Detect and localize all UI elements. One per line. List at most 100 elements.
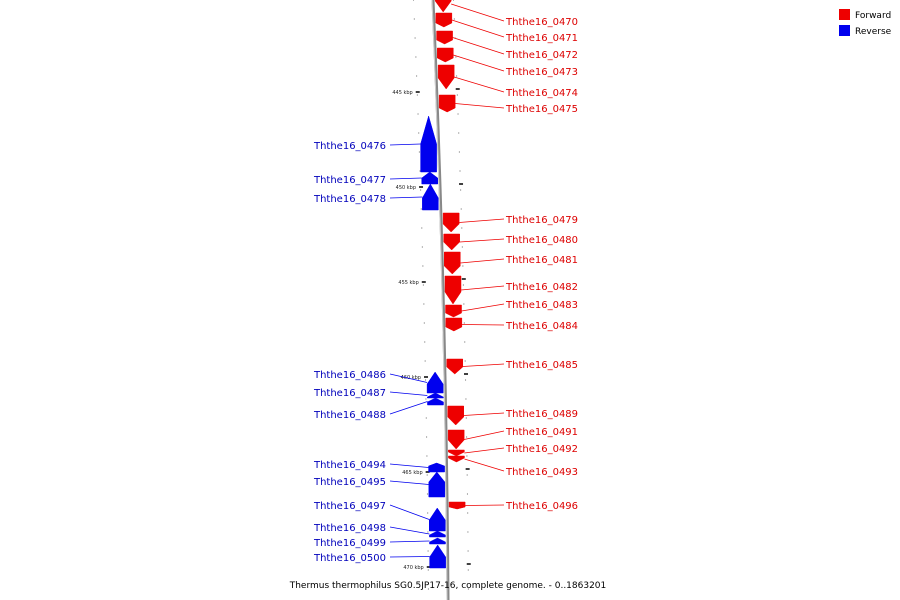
gene-label-ththe16-0488[interactable]: Ththe16_0488: [313, 410, 386, 421]
leader-ththe16-0470: [451, 3, 505, 22]
leader-ththe16-0489: [463, 412, 505, 416]
gene-label-ththe16-0479[interactable]: Ththe16_0479: [505, 215, 578, 226]
gene-ththe16-0477[interactable]: [421, 171, 438, 185]
gene-ththe16-0500[interactable]: [429, 544, 446, 569]
gene-label-ththe16-0496[interactable]: Ththe16_0496: [505, 501, 578, 512]
leader-ththe16-0474: [454, 76, 505, 93]
leader-ththe16-0494: [389, 463, 429, 468]
gene-ththe16-0487[interactable]: [427, 392, 444, 399]
gene-ththe16-0478[interactable]: [422, 183, 439, 211]
gene-label-ththe16-0470[interactable]: Ththe16_0470: [505, 17, 578, 28]
leader-ththe16-0498: [389, 526, 430, 535]
gene-label-ththe16-0499[interactable]: Ththe16_0499: [313, 538, 386, 549]
gene-label-ththe16-0475[interactable]: Ththe16_0475: [505, 104, 578, 115]
gene-ththe16-0497[interactable]: [429, 507, 446, 532]
legend: Forward Reverse: [839, 9, 892, 37]
leader-ththe16-0481: [460, 258, 505, 264]
scale-label-460-kbp: 460 kbp: [401, 375, 421, 381]
gene-ththe16-0498[interactable]: [429, 530, 446, 538]
gene-label-ththe16-0498[interactable]: Ththe16_0498: [313, 523, 386, 534]
leader-ththe16-0485: [462, 363, 505, 367]
gene-label-ththe16-0494[interactable]: Ththe16_0494: [313, 460, 386, 471]
gene-label-ththe16-0486[interactable]: Ththe16_0486: [313, 370, 386, 381]
scale-label-450-kbp: 450 kbp: [396, 185, 416, 191]
leader-ththe16-0493: [464, 458, 505, 472]
gene-label-ththe16-0478[interactable]: Ththe16_0478: [313, 194, 386, 205]
gene-label-ththe16-0491[interactable]: Ththe16_0491: [505, 427, 578, 438]
gene-ththe16-0474[interactable]: [437, 64, 455, 90]
gene-features: [420, 0, 466, 569]
gene-ththe16-0484[interactable]: [445, 317, 463, 332]
gene-label-ththe16-0471[interactable]: Ththe16_0471: [505, 33, 578, 44]
gene-label-ththe16-0476[interactable]: Ththe16_0476: [313, 141, 386, 152]
legend-item-forward: Forward: [839, 9, 891, 21]
scale-label-470-kbp: 470 kbp: [403, 565, 423, 571]
scale-label-445-kbp: 445 kbp: [392, 90, 412, 96]
gene-label-ththe16-0493[interactable]: Ththe16_0493: [505, 467, 578, 478]
leader-ththe16-0475: [455, 103, 505, 109]
gene-ththe16-0470[interactable]: [434, 0, 452, 13]
gene-label-ththe16-0484[interactable]: Ththe16_0484: [505, 321, 578, 332]
genome-backbone: [431, 0, 450, 600]
legend-label-reverse: Reverse: [855, 27, 892, 37]
gene-ththe16-0483[interactable]: [445, 304, 462, 318]
gene-label-ththe16-0497[interactable]: Ththe16_0497: [313, 501, 386, 512]
gene-label-ththe16-0495[interactable]: Ththe16_0495: [313, 477, 386, 488]
gene-ththe16-0491[interactable]: [447, 429, 465, 450]
gene-ththe16-0473[interactable]: [437, 47, 454, 63]
leader-ththe16-0473: [453, 54, 505, 72]
legend-item-reverse: Reverse: [839, 25, 892, 37]
leader-ththe16-0480: [459, 238, 505, 243]
leader-ththe16-0488: [389, 401, 428, 415]
leader-ththe16-0499: [389, 540, 430, 543]
gene-label-ththe16-0472[interactable]: Ththe16_0472: [505, 50, 578, 61]
gene-ththe16-0496[interactable]: [448, 501, 466, 510]
gene-ththe16-0492[interactable]: [448, 449, 465, 457]
gene-label-ththe16-0487[interactable]: Ththe16_0487: [313, 388, 386, 399]
gene-label-ththe16-0477[interactable]: Ththe16_0477: [313, 175, 386, 186]
gene-ththe16-0486[interactable]: [426, 371, 444, 394]
gene-ththe16-0482[interactable]: [444, 275, 462, 305]
gene-ththe16-0480[interactable]: [443, 233, 460, 251]
gene-ththe16-0471[interactable]: [435, 12, 453, 28]
gene-ththe16-0479[interactable]: [442, 212, 460, 233]
gene-ththe16-0475[interactable]: [438, 94, 456, 113]
leader-ththe16-0497: [389, 504, 430, 520]
gene-label-ththe16-0482[interactable]: Ththe16_0482: [505, 282, 578, 293]
gene-label-ththe16-0500[interactable]: Ththe16_0500: [313, 553, 386, 564]
gene-ththe16-0488[interactable]: [427, 397, 444, 406]
gene-ththe16-0493[interactable]: [448, 455, 465, 463]
gene-ththe16-0489[interactable]: [447, 405, 464, 426]
scale-label-465-kbp: 465 kbp: [402, 470, 422, 476]
gene-label-ththe16-0480[interactable]: Ththe16_0480: [505, 235, 578, 246]
gene-labels: Ththe16_0470 Ththe16_0471 Ththe16_0472 Thth…: [313, 17, 578, 564]
leader-ththe16-0471: [451, 19, 505, 38]
legend-label-forward: Forward: [855, 11, 891, 21]
gene-label-ththe16-0492[interactable]: Ththe16_0492: [505, 444, 578, 455]
gene-label-ththe16-0483[interactable]: Ththe16_0483: [505, 300, 578, 311]
gene-ththe16-0476[interactable]: [420, 115, 437, 173]
leader-ththe16-0491: [464, 430, 505, 440]
gene-label-ththe16-0481[interactable]: Ththe16_0481: [505, 255, 578, 266]
reverse-swatch: [839, 25, 850, 36]
leader-ththe16-0479: [459, 218, 505, 223]
leader-ththe16-0478: [389, 196, 423, 199]
gene-ththe16-0481[interactable]: [444, 251, 461, 275]
leader-ththe16-0472: [452, 37, 505, 55]
gene-ththe16-0495[interactable]: [428, 471, 446, 498]
leader-ththe16-0487: [389, 391, 428, 396]
gene-ththe16-0494[interactable]: [428, 462, 445, 473]
leader-ththe16-0492: [464, 447, 505, 454]
gene-label-ththe16-0489[interactable]: Ththe16_0489: [505, 409, 578, 420]
gene-ththe16-0499[interactable]: [429, 537, 446, 545]
leader-ththe16-0482: [460, 285, 505, 291]
leader-ththe16-0496: [465, 504, 505, 506]
gene-label-ththe16-0473[interactable]: Ththe16_0473: [505, 67, 578, 78]
gene-label-ththe16-0485[interactable]: Ththe16_0485: [505, 360, 578, 371]
gene-label-ththe16-0474[interactable]: Ththe16_0474: [505, 88, 578, 99]
genome-backbone-highlight: [431, 0, 448, 600]
gene-ththe16-0472[interactable]: [436, 30, 453, 45]
leader-ththe16-0477: [389, 177, 422, 180]
gene-ththe16-0485[interactable]: [446, 358, 464, 375]
